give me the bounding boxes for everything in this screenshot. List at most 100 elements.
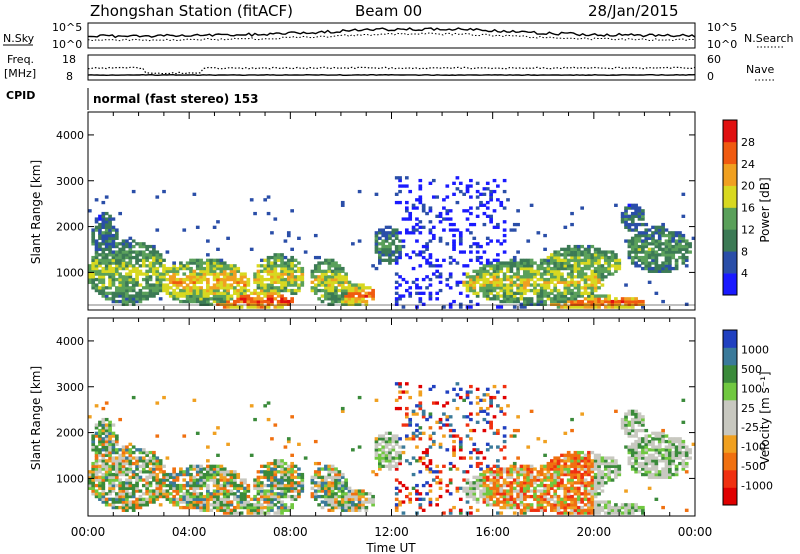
velocity-cell — [489, 395, 493, 400]
velocity-cell — [263, 505, 268, 510]
power-cell — [317, 275, 321, 279]
velocity-cell — [233, 472, 237, 477]
power-cell — [398, 247, 402, 251]
velocity-cell — [121, 470, 126, 474]
velocity-cell — [404, 390, 409, 394]
velocity-cell — [391, 448, 396, 452]
power-cell — [189, 294, 193, 298]
power-cell — [270, 277, 274, 282]
power-cell — [546, 266, 551, 271]
velocity-cell — [270, 505, 274, 510]
power-cell — [394, 231, 399, 235]
velocity-cell — [630, 503, 635, 507]
velocity-cell — [216, 497, 220, 501]
power-cell — [334, 272, 338, 276]
velocity-cell — [189, 472, 193, 477]
power-cell — [394, 247, 399, 251]
velocity-cell — [506, 505, 510, 510]
velocity-cell — [428, 387, 433, 391]
velocity-cell — [566, 489, 571, 493]
power-cell — [125, 261, 129, 265]
velocity-cell — [182, 494, 187, 499]
power-cell — [334, 266, 338, 271]
velocity-cell — [324, 489, 328, 493]
velocity-cell — [101, 456, 106, 460]
power-cell — [563, 261, 568, 265]
power-cell — [216, 261, 220, 265]
velocity-cell — [516, 505, 520, 510]
power-cell — [509, 280, 514, 284]
velocity-cell — [290, 494, 294, 499]
power-cell — [404, 288, 409, 293]
power-cell — [566, 247, 571, 251]
power-cell — [607, 250, 611, 254]
velocity-cell — [485, 494, 490, 499]
velocity-cell — [479, 409, 483, 413]
power-cell — [209, 288, 214, 293]
velocity-cell — [334, 467, 338, 471]
velocity-cell — [104, 464, 109, 468]
velocity-cell — [152, 464, 156, 468]
velocity-cell — [324, 500, 328, 504]
power-cell — [162, 266, 166, 271]
velocity-cell — [553, 483, 558, 488]
velocity-cell — [374, 453, 379, 457]
power-cell — [583, 272, 588, 276]
velocity-cell — [607, 500, 611, 504]
velocity-cell — [637, 423, 642, 427]
power-cell — [94, 225, 99, 229]
power-cell — [283, 280, 288, 284]
velocity-cell — [580, 481, 585, 485]
velocity-cell — [546, 472, 551, 477]
velocity-cell — [438, 420, 443, 424]
power-cell — [428, 239, 433, 243]
power-cell — [108, 228, 112, 232]
power-cell — [570, 253, 574, 257]
power-cell — [630, 258, 635, 262]
power-cell — [516, 275, 520, 279]
velocity-cell — [155, 464, 160, 468]
velocity-cell — [226, 494, 230, 499]
power-cell — [485, 288, 490, 293]
velocity-cell — [125, 481, 129, 485]
velocity-cell — [175, 503, 180, 507]
power-cell — [313, 277, 318, 282]
velocity-cell — [310, 475, 315, 479]
velocity-cell — [266, 492, 271, 496]
power-cell — [593, 297, 598, 301]
power-cell — [499, 264, 504, 268]
velocity-cell — [580, 511, 585, 515]
power-cell — [324, 283, 328, 287]
power-cell — [270, 272, 274, 276]
power-cell — [324, 291, 328, 295]
power-cell — [236, 266, 241, 271]
velocity-cell — [539, 489, 544, 493]
power-cell — [330, 258, 335, 262]
power-cell — [259, 275, 264, 279]
velocity-cell — [647, 472, 652, 477]
velocity-cell — [128, 467, 133, 471]
power-cell — [590, 264, 595, 268]
power-cell — [465, 217, 470, 221]
velocity-cell — [206, 445, 210, 449]
velocity-cell — [273, 467, 278, 471]
velocity-cell — [560, 464, 564, 468]
power-cell — [125, 286, 129, 290]
velocity-cell — [121, 448, 126, 452]
power-cell — [202, 297, 207, 301]
power-cell — [101, 255, 106, 260]
velocity-cell — [657, 442, 662, 446]
power-cell — [593, 261, 598, 265]
power-cell — [371, 294, 375, 298]
power-cell — [94, 247, 99, 251]
power-cell — [226, 299, 230, 304]
velocity-cell — [101, 461, 106, 466]
power-cell — [125, 242, 129, 246]
velocity-cell — [303, 456, 308, 460]
power-cell — [293, 280, 298, 284]
velocity-cell — [452, 428, 456, 433]
power-cell — [630, 297, 635, 301]
velocity-cell — [108, 420, 112, 424]
velocity-cell — [533, 478, 537, 482]
velocity-cell — [556, 497, 561, 501]
